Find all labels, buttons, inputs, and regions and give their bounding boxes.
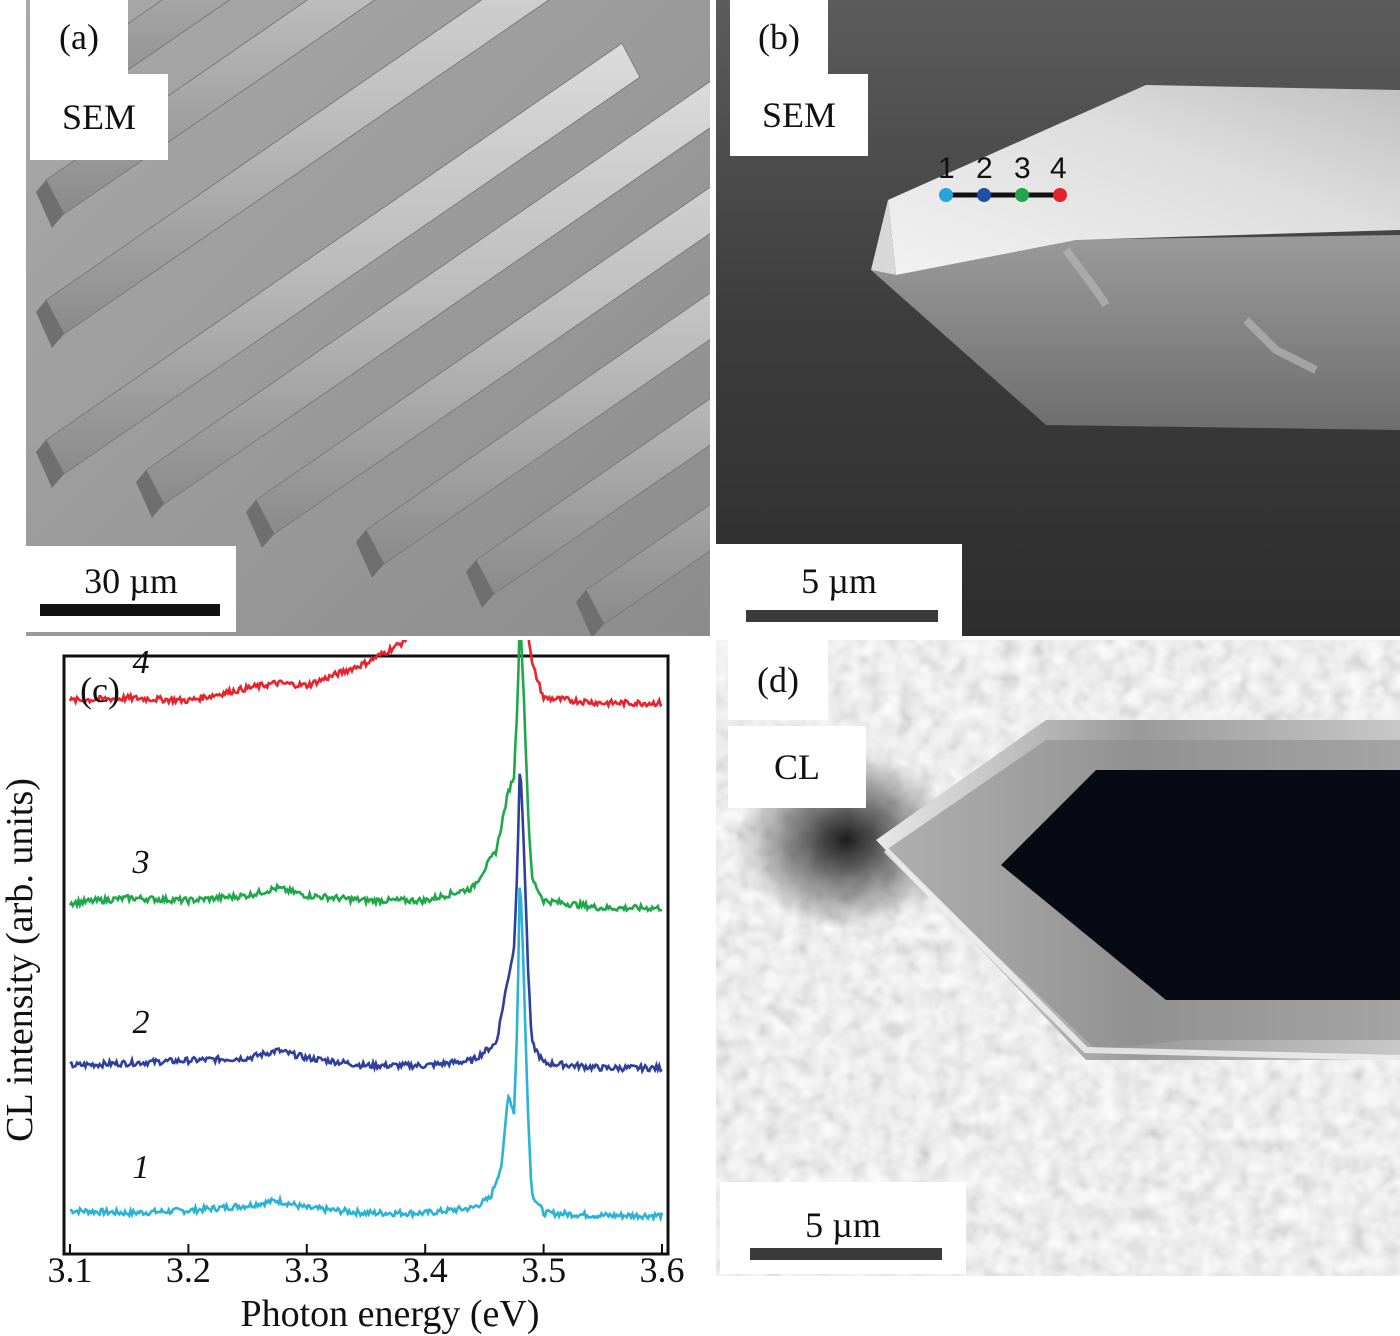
microrod-shape [45, 0, 550, 335]
panel-c-label: (c) [80, 670, 120, 710]
microrod-tip [36, 440, 64, 488]
scan-point-1 [939, 188, 953, 202]
x-tick-label: 3.6 [640, 1250, 685, 1290]
panel-d-scale-line [750, 1248, 942, 1260]
microrod-tip [36, 300, 64, 348]
x-tick-label: 3.5 [521, 1250, 566, 1290]
y-axis-label: CL intensity (arb. units) [0, 778, 41, 1142]
series-label-2: 2 [133, 1004, 150, 1041]
x-tick-label: 3.2 [166, 1250, 211, 1290]
scan-point-label-3: 3 [1014, 152, 1031, 185]
panel-a-label: (a) [30, 0, 128, 74]
series-label-4: 4 [133, 644, 150, 681]
microrod-tip [246, 500, 274, 548]
panel-d-cl-image: (d) CL 5 µm [716, 640, 1400, 1276]
scan-point-2 [977, 188, 991, 202]
sem-single-rod-image [716, 0, 1400, 636]
panel-d-cl-tag: CL [728, 726, 866, 808]
panel-a-scale-line [40, 604, 220, 616]
x-tick-label: 3.1 [48, 1250, 93, 1290]
x-axis-label: Photon energy (eV) [240, 1293, 539, 1335]
series-label-3: 3 [132, 844, 150, 881]
scan-point-4 [1053, 188, 1067, 202]
microrod-tip [466, 560, 494, 608]
cl-map-image [716, 640, 1400, 1276]
sem-microrods-image [26, 0, 710, 636]
series-line-3 [68, 640, 663, 914]
series-line-4 [68, 640, 663, 710]
microrod-tip [136, 470, 164, 518]
series-line-1 [69, 887, 664, 1223]
panel-a-scale-text: 30 µm [84, 561, 178, 601]
scan-point-label-2: 2 [976, 152, 993, 185]
panel-d-scale-text: 5 µm [805, 1205, 881, 1245]
microrod-shape [45, 42, 641, 475]
x-tick-label: 3.3 [284, 1250, 329, 1290]
panel-d-label: (d) [728, 640, 828, 720]
cl-spectra-plot: 3.1 3.2 3.3 3.4 3.5 3.6 1 2 3 4 (c) Photon energ… [0, 640, 685, 1335]
microrod-tip [36, 180, 64, 228]
microrod-tip [356, 530, 384, 578]
panel-a-sem-tag: SEM [30, 74, 168, 160]
panel-b-scale-text: 5 µm [801, 561, 877, 601]
panel-a-scale-bar: 30 µm [26, 546, 236, 632]
panel-a-sem-image: (a) SEM 30 µm [26, 0, 710, 636]
panel-b-scale-bar: 5 µm [716, 544, 962, 636]
panel-c-cl-spectra-chart: 3.1 3.2 3.3 3.4 3.5 3.6 1 2 3 4 (c) Photon energ… [0, 640, 710, 1336]
scan-point-label-4: 4 [1050, 152, 1067, 185]
panel-b-sem-tag: SEM [730, 74, 868, 156]
scan-point-3 [1015, 188, 1029, 202]
panel-b-sem-image: (b) SEM 1 2 3 4 5 µm [716, 0, 1400, 636]
x-tick-label: 3.4 [403, 1250, 448, 1290]
series-line-2 [69, 773, 663, 1075]
scan-point-label-1: 1 [938, 152, 955, 185]
panel-b-label: (b) [730, 0, 828, 74]
series-label-1: 1 [133, 1149, 150, 1186]
microrod-shape [145, 80, 710, 505]
panel-d-scale-bar: 5 µm [720, 1182, 966, 1274]
scan-points-line [939, 188, 1067, 202]
plot-frame [62, 654, 670, 1256]
microrod-tip [576, 590, 604, 636]
panel-b-scale-line [746, 610, 938, 622]
